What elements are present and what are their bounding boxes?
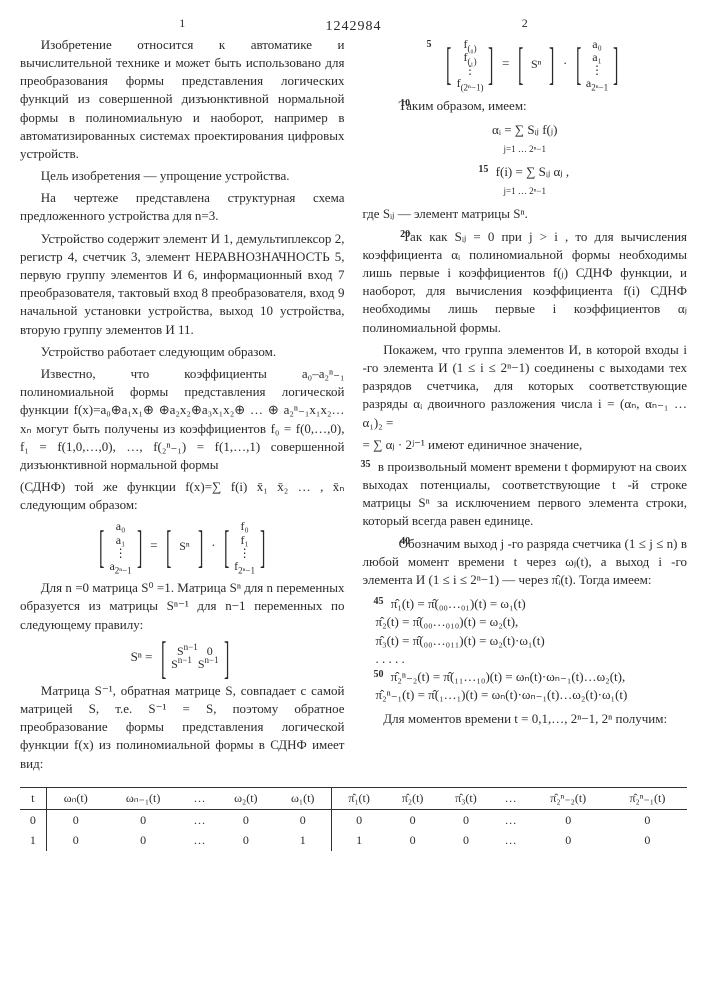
col1-number: 1 [20, 15, 345, 32]
col1-p2: Цель изобретения — упрощение устройства. [20, 167, 345, 185]
eq4: π̂₂ⁿ₋₂(t) = π̂(₁₁…₁₀)(t) = ωₙ(t)·ωₙ₋₁(t)… [391, 669, 625, 684]
linemark-45: 45 [372, 595, 386, 609]
formula-f-text: f(i) = ∑ Sᵢⱼ αⱼ , [496, 164, 569, 179]
col1-p3: На чертеже представлена структурная схем… [20, 189, 345, 225]
table-row: 1 0 0 … 0 1 1 0 0 … 0 0 [20, 830, 687, 851]
cell: 0 [218, 830, 275, 851]
linemark-5: 5 [422, 38, 436, 52]
sum-limits-2: j=1 … 2ⁿ−1 [504, 186, 547, 196]
col1-p6b: (СДНФ) той же функции f(x)=∑ f(i) x̄₁ x̄… [20, 478, 345, 514]
th-9: … [493, 787, 529, 809]
col1-p1: Изобретение относится к автоматике и выч… [20, 36, 345, 163]
col2-p1-text: Таким образом, имеем: [399, 98, 527, 113]
formula-alpha: αᵢ = ∑ Sᵢⱼ f(ⱼ) j=1 … 2ⁿ−1 [363, 121, 688, 157]
th-3: … [181, 787, 217, 809]
eq3: π̂₃(t) = π̂(₀₀…₀₁₁)(t) = ω₂(t)·ω₁(t) [376, 633, 545, 648]
eq2: π̂₂(t) = π̂(₀₀…₀₁₀)(t) = ω₂(t), [376, 614, 519, 629]
th-10: π̂₂ⁿ₋₂(t) [529, 787, 608, 809]
linemark-50: 50 [372, 668, 386, 682]
cell: 0 [529, 830, 608, 851]
col2-p4c: 35 в произвольный момент времени t форми… [363, 458, 688, 531]
col2-p5-text: Обозначим выход j -го разряда счетчика (… [363, 536, 688, 587]
col1-p8: Матрица S⁻¹, обратная матрице S, совпада… [20, 682, 345, 773]
linemark-20: 20 [379, 228, 393, 242]
cell: 0 [439, 809, 492, 830]
bottom-table: t ωₙ(t) ωₙ₋₁(t) … ω₂(t) ω₁(t) π̂₁(t) π̂₂… [20, 787, 687, 851]
th-5: ω₁(t) [274, 787, 332, 809]
cell: 0 [608, 830, 687, 851]
eq5: π̂₂ⁿ₋₁(t) = π̂(₁…₁)(t) = ωₙ(t)·ωₙ₋₁(t)…ω… [376, 687, 628, 702]
eq-block: 45 π̂₁(t) = π̂(₀₀…₀₁)(t) = ω₁(t) π̂₂(t) … [363, 595, 688, 704]
cell: 1 [332, 830, 386, 851]
matrix-formula-1: [a₀a₁⋮a2ⁿ−1] = [ Sⁿ ] · [f₀f₁⋮f2ⁿ−1] [20, 520, 345, 573]
column-right: 2 5 [f(₀)f(₁)⋮f(2ⁿ−1)] = [ Sⁿ ] · [a₀a₁⋮… [363, 15, 688, 777]
th-7: π̂₂(t) [386, 787, 439, 809]
cell: 1 [274, 830, 332, 851]
cell: 1 [20, 830, 46, 851]
two-column-layout: 1 Изобретение относится к автоматике и в… [20, 15, 687, 777]
col2-p4: Покажем, что группа элементов И, в котор… [363, 341, 688, 432]
col2-p5: 40 Обозначим выход j -го разряда счетчик… [363, 535, 688, 590]
cell: 0 [608, 809, 687, 830]
cell: 0 [105, 809, 182, 830]
linemark-15: 15 [476, 163, 490, 177]
linemark-10: 10 [379, 97, 393, 111]
col2-number: 2 [363, 15, 688, 32]
matrix-formula-top: 5 [f(₀)f(₁)⋮f(2ⁿ−1)] = [ Sⁿ ] · [a₀a₁⋮a2… [363, 38, 688, 91]
cell: 0 [46, 809, 105, 830]
col1-p5: Устройство работает следующим образом. [20, 343, 345, 361]
th-1: ωₙ(t) [46, 787, 105, 809]
cell: 0 [105, 830, 182, 851]
eq1: π̂₁(t) = π̂(₀₀…₀₁)(t) = ω₁(t) [391, 596, 526, 611]
formula-alpha-text: αᵢ = ∑ Sᵢⱼ f(ⱼ) [492, 122, 557, 137]
col2-p3: 20 Так как Sᵢⱼ = 0 при j > i , то для вы… [363, 228, 688, 337]
col2-p6: Для моментов времени t = 0,1,…, 2ⁿ−1, 2ⁿ… [363, 710, 688, 728]
cell: 0 [386, 809, 439, 830]
col2-p4c-text: в произвольный момент времени t формирую… [363, 459, 688, 529]
table-row: 0 0 0 … 0 0 0 0 0 … 0 0 [20, 809, 687, 830]
column-left: 1 Изобретение относится к автоматике и в… [20, 15, 345, 777]
cell: … [181, 830, 217, 851]
th-8: π̂₃(t) [439, 787, 492, 809]
th-6: π̂₁(t) [332, 787, 386, 809]
cell: 0 [529, 809, 608, 830]
cell: … [181, 809, 217, 830]
col1-p7: Для n =0 матрица S⁰ =1. Матрица Sⁿ для n… [20, 579, 345, 634]
cell: … [493, 830, 529, 851]
cell: 0 [386, 830, 439, 851]
th-0: t [20, 787, 46, 809]
formula-f: 15 f(i) = ∑ Sᵢⱼ αⱼ , j=1 … 2ⁿ−1 [363, 163, 688, 199]
col2-p4b: = ∑ αⱼ · 2ʲ⁻¹ имеют единичное значение, [363, 436, 688, 454]
cell: 0 [439, 830, 492, 851]
col2-p1: 10 Таким образом, имеем: [363, 97, 688, 115]
sum-limits-1: j=1 … 2ⁿ−1 [504, 144, 547, 154]
linemark-35: 35 [359, 458, 373, 472]
table-header-row: t ωₙ(t) ωₙ₋₁(t) … ω₂(t) ω₁(t) π̂₁(t) π̂₂… [20, 787, 687, 809]
cell: 0 [46, 830, 105, 851]
cell: 0 [274, 809, 332, 830]
col1-p6: Известно, что коэффициенты a₀–a₂ⁿ₋₁ поли… [20, 365, 345, 474]
cell: … [493, 809, 529, 830]
th-2: ωₙ₋₁(t) [105, 787, 182, 809]
linemark-40: 40 [379, 535, 393, 549]
col2-p2: где Sᵢⱼ — элемент матрицы Sⁿ. [363, 205, 688, 223]
th-11: π̂₂ⁿ₋₁(t) [608, 787, 687, 809]
th-4: ω₂(t) [218, 787, 275, 809]
document-number: 1242984 [326, 17, 382, 37]
col2-p3-text: Так как Sᵢⱼ = 0 при j > i , то для вычис… [363, 229, 688, 335]
col1-p4: Устройство содержит элемент И 1, демульт… [20, 230, 345, 339]
eqd: . . . . . [376, 651, 405, 666]
cell: 0 [218, 809, 275, 830]
cell: 0 [20, 809, 46, 830]
cell: 0 [332, 809, 386, 830]
matrix-formula-2: Sⁿ = [Sn−1 0Sn−1 Sn−1] [20, 640, 345, 676]
